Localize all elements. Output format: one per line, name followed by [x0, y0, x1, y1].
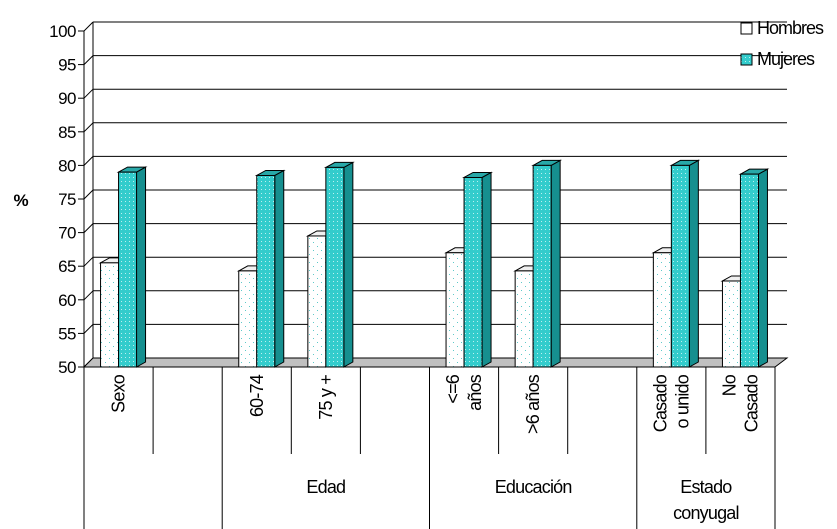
bar-hombres-6-front — [514, 270, 534, 368]
x-category-label: Sexo — [109, 374, 129, 413]
bar-mujeres-9-front — [739, 173, 759, 368]
y-tick-label: 50 — [58, 358, 76, 377]
bar-mujeres-2-side — [274, 169, 285, 368]
y-tick-label: 95 — [58, 56, 76, 75]
x-category-label: Casado — [650, 374, 670, 432]
x-category-label: >6 años — [523, 374, 543, 434]
gridline-side — [83, 223, 94, 233]
bar-mujeres-8-front — [670, 164, 690, 368]
bar-mujeres-0-front — [118, 171, 138, 368]
x-group-label: Estado — [680, 477, 732, 497]
y-tick-label: 55 — [58, 324, 76, 343]
bar-mujeres-6 — [531, 159, 563, 368]
gridline-side — [83, 156, 94, 166]
y-tick-label: 70 — [58, 224, 76, 243]
bar-mujeres-5-front — [463, 176, 483, 368]
x-axis: Sexo 60-74 75 y + <=6 años >6 años Casado o uni… — [83, 366, 776, 529]
bar-mujeres-6-front — [532, 164, 552, 368]
bar-mujeres-2 — [254, 169, 286, 368]
x-category-label: años — [465, 374, 485, 411]
bar-mujeres-5-side — [481, 171, 492, 368]
x-category-label: 75 y + — [316, 375, 336, 420]
bars — [98, 159, 770, 368]
x-category-label: No — [719, 374, 739, 396]
x-category-label: Casado — [741, 374, 761, 432]
legend-label-0: Hombres — [757, 18, 824, 38]
bar-hombres-5-front — [445, 252, 465, 368]
y-tick-label: 65 — [58, 257, 76, 276]
bar-mujeres-6-side — [550, 159, 561, 368]
bar-hombres-8-front — [652, 252, 672, 368]
bar-hombres-2-front — [238, 270, 258, 368]
y-tick-label: 85 — [58, 123, 76, 142]
legend-swatch-1 — [740, 53, 753, 66]
gridline-side — [83, 189, 94, 200]
x-group-label: Edad — [306, 477, 345, 497]
y-axis-title: % — [13, 191, 28, 210]
gridline-side — [83, 88, 94, 99]
gridline-side — [83, 21, 94, 32]
bar-mujeres-9 — [738, 168, 770, 368]
x-category-label: o unido — [672, 374, 692, 428]
bar-mujeres-5 — [462, 171, 493, 368]
y-tick-label: 80 — [58, 156, 76, 175]
bar-hombres-3-front — [307, 235, 327, 368]
y-tick-label: 100 — [49, 22, 76, 41]
x-group-label: Educación — [495, 477, 572, 497]
legend-label-1: Mujeres — [757, 49, 815, 69]
bar-mujeres-2-front — [256, 174, 276, 368]
bar-mujeres-0 — [116, 166, 148, 368]
legend-swatch-0 — [740, 22, 753, 35]
bar-hombres-9-front — [721, 280, 741, 368]
legend: Hombres Mujeres — [740, 18, 825, 69]
gridline-side — [83, 290, 94, 301]
y-tick-label: 75 — [58, 190, 76, 209]
gridline-side — [83, 122, 94, 133]
gridlines — [83, 21, 787, 368]
y-tick-label: 90 — [58, 89, 76, 108]
x-category-label: <=6 — [443, 374, 463, 403]
gridline-side — [83, 324, 94, 334]
y-tick-label: 60 — [58, 291, 76, 310]
bar-mujeres-3-side — [343, 161, 354, 368]
bar-mujeres-9-side — [757, 168, 768, 368]
x-group-label: conyugal — [673, 503, 739, 523]
bar-hombres-0-front — [100, 262, 120, 368]
bar-mujeres-3 — [323, 161, 355, 368]
bar-mujeres-8 — [669, 159, 701, 368]
gridline-side — [83, 256, 94, 267]
x-category-label: 60-74 — [247, 374, 267, 417]
bar-mujeres-3-front — [325, 166, 345, 368]
bar-mujeres-8-side — [688, 159, 699, 368]
y-axis: 50 55 60 65 70 75 80 85 90 95 100% — [13, 22, 85, 377]
gridline-side — [83, 55, 94, 65]
bar-mujeres-0-side — [136, 166, 147, 368]
